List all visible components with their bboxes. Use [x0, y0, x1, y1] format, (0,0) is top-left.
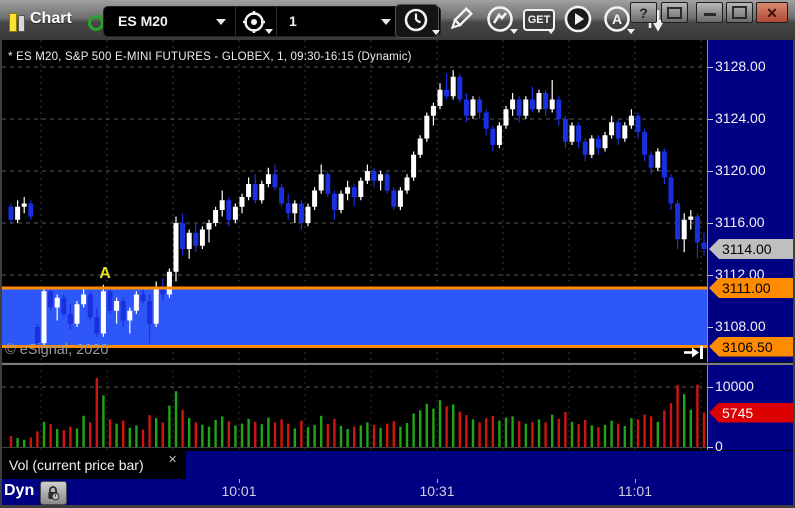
axis-tick [708, 171, 713, 172]
symbol-settings-button[interactable] [235, 7, 274, 36]
price-tick-label: 3128.00 [715, 58, 766, 74]
volume-plot[interactable] [2, 364, 707, 450]
zone-bottom-price-badge: 3106.50 [709, 336, 794, 357]
last-volume-badge: 5745 [709, 402, 794, 423]
volume-tick-label: 0 [715, 438, 723, 454]
axis-tick [708, 67, 713, 68]
chevron-down-icon [381, 19, 391, 25]
clock-icon [404, 8, 428, 32]
chevron-down-icon [432, 30, 440, 35]
volume-study-label: Vol (current price bar) [9, 457, 144, 473]
link-status-icon[interactable] [88, 15, 104, 31]
dynamic-mode-label[interactable]: Dyn [4, 482, 35, 499]
zone-top-price-badge: 3111.00 [709, 278, 794, 298]
chevron-down-icon [216, 19, 226, 25]
chevron-down-icon [510, 29, 518, 34]
restore-button[interactable] [661, 2, 688, 23]
time-axis-bar[interactable]: Dyn 10:01 10:31 11:01 [2, 479, 793, 505]
trendline-circle-icon [487, 6, 513, 32]
get-icon: GET [522, 9, 556, 31]
alerts-button[interactable]: A [599, 4, 635, 36]
volume-axis[interactable]: 10000 0 5745 [707, 364, 794, 454]
window-border-right [793, 40, 795, 505]
chevron-down-icon [265, 29, 273, 34]
minimize-icon [703, 13, 716, 16]
restore-icon [667, 7, 682, 19]
interval-value: 1 [289, 13, 297, 29]
get-data-button[interactable]: GET [521, 4, 557, 36]
time-template-button[interactable] [395, 4, 440, 38]
combo-strip: ES M20 1 [103, 6, 441, 37]
circled-a-icon: A [604, 6, 630, 32]
price-tick-label: 3116.00 [715, 214, 765, 230]
volume-study-label-box: Vol (current price bar) ✕ [2, 451, 186, 480]
price-tick-label: 3120.00 [715, 162, 766, 178]
draw-pencil-button[interactable] [444, 4, 478, 36]
close-study-icon[interactable]: ✕ [168, 454, 178, 466]
marker-a-label: A [99, 265, 111, 282]
price-tick-label: 3124.00 [715, 110, 766, 126]
window-border-left [0, 40, 2, 505]
lock-button[interactable] [40, 481, 67, 505]
interval-select[interactable]: 1 [276, 7, 399, 36]
price-axis[interactable]: 3128.00 3124.00 3120.00 3116.00 3112.00 3108.… [707, 40, 794, 362]
lock-icon [48, 486, 60, 501]
time-axis-tick [437, 479, 438, 483]
scrollbar-groove[interactable]: Vol (current price bar) ✕ [2, 450, 793, 480]
time-axis-tick [239, 479, 240, 483]
axis-tick [708, 223, 713, 224]
time-tick-label: 10:01 [221, 483, 257, 499]
time-axis-tick [635, 479, 636, 483]
axis-tick [708, 447, 713, 448]
maximize-button[interactable] [726, 2, 753, 23]
axis-tick [708, 275, 713, 276]
volume-tick-label: 10000 [715, 378, 754, 394]
panel-divider[interactable] [0, 362, 795, 365]
minimize-button[interactable] [696, 2, 723, 23]
gear-icon [243, 11, 265, 33]
symbol-value: ES M20 [118, 13, 168, 29]
time-tick-label: 10:31 [419, 483, 455, 499]
price-tick-label: 3108.00 [715, 318, 766, 334]
svg-text:A: A [612, 11, 622, 27]
chart-window-icon [9, 13, 25, 32]
chevron-down-icon [547, 29, 555, 34]
close-button[interactable]: ✕ [756, 2, 788, 23]
window-border-bottom [0, 505, 795, 508]
window-title: Chart [30, 10, 72, 27]
help-button[interactable]: ? [630, 2, 657, 23]
studies-button[interactable] [482, 4, 518, 36]
pencil-icon [450, 7, 473, 30]
esignal-watermark: © eSignal, 2020 [5, 342, 109, 358]
play-icon [564, 5, 592, 33]
play-button[interactable] [560, 4, 596, 36]
axis-tick [708, 327, 713, 328]
scroll-to-latest-icon[interactable] [683, 345, 705, 360]
axis-tick [708, 119, 713, 120]
maximize-icon [732, 6, 747, 19]
time-tick-label: 11:01 [618, 483, 652, 499]
chevron-down-icon [627, 29, 635, 34]
toolbar: Chart ES M20 1 [0, 0, 795, 41]
axis-tick [708, 387, 713, 388]
price-chart-plot[interactable] [2, 40, 707, 362]
symbol-select[interactable]: ES M20 [106, 7, 232, 36]
last-price-badge: 3114.00 [709, 239, 794, 259]
chart-header: * ES M20, S&P 500 E-MINI FUTURES - GLOBE… [8, 51, 412, 63]
